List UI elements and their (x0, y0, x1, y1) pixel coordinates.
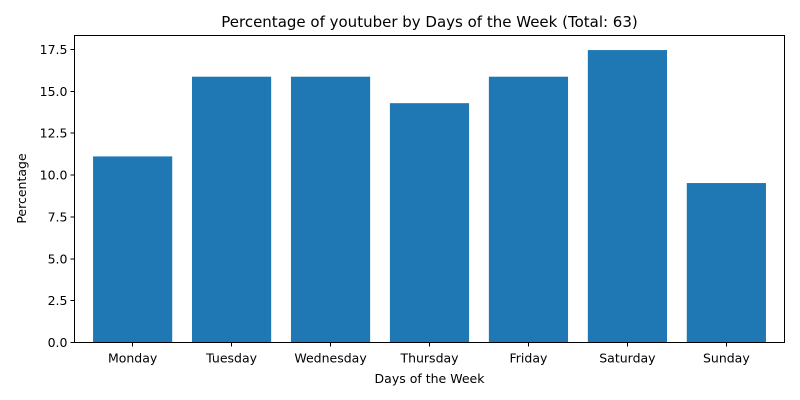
y-axis-ticks: 0.0 2.5 5.0 7.5 10.0 12.5 15.0 17.5 (40, 42, 75, 350)
y-tick-label: 12.5 (40, 126, 68, 141)
x-tick-label: Thursday (399, 351, 459, 366)
bar-saturday (587, 50, 667, 343)
x-tick-label: Sunday (703, 351, 750, 366)
bar-thursday (389, 103, 470, 343)
y-tick-label: 17.5 (40, 42, 68, 57)
y-tick-label: 5.0 (48, 251, 68, 266)
x-tick-label: Monday (108, 351, 158, 366)
x-tick-label: Tuesday (205, 351, 257, 366)
y-tick-label: 2.5 (48, 293, 68, 308)
y-tick-label: 15.0 (40, 84, 68, 99)
x-tick-label: Saturday (599, 351, 656, 366)
plot-frame (74, 35, 785, 343)
x-axis-ticks: Monday Tuesday Wednesday Thursday Friday Satu… (108, 342, 750, 366)
bars-group (93, 50, 766, 343)
bar-tuesday (192, 76, 272, 343)
bar-wednesday (290, 76, 371, 343)
y-tick-label: 7.5 (48, 209, 68, 224)
chart-title: Percentage of youtuber by Days of the We… (221, 13, 638, 31)
x-tick-label: Friday (510, 351, 548, 366)
y-tick-label: 0.0 (48, 335, 68, 350)
x-axis-label: Days of the Week (375, 371, 486, 386)
bar-friday (488, 76, 569, 343)
y-axis-label: Percentage (14, 153, 29, 224)
y-tick-label: 10.0 (40, 168, 68, 183)
x-tick-label: Wednesday (294, 351, 367, 366)
bar-sunday (686, 183, 766, 343)
bar-monday (93, 156, 173, 343)
